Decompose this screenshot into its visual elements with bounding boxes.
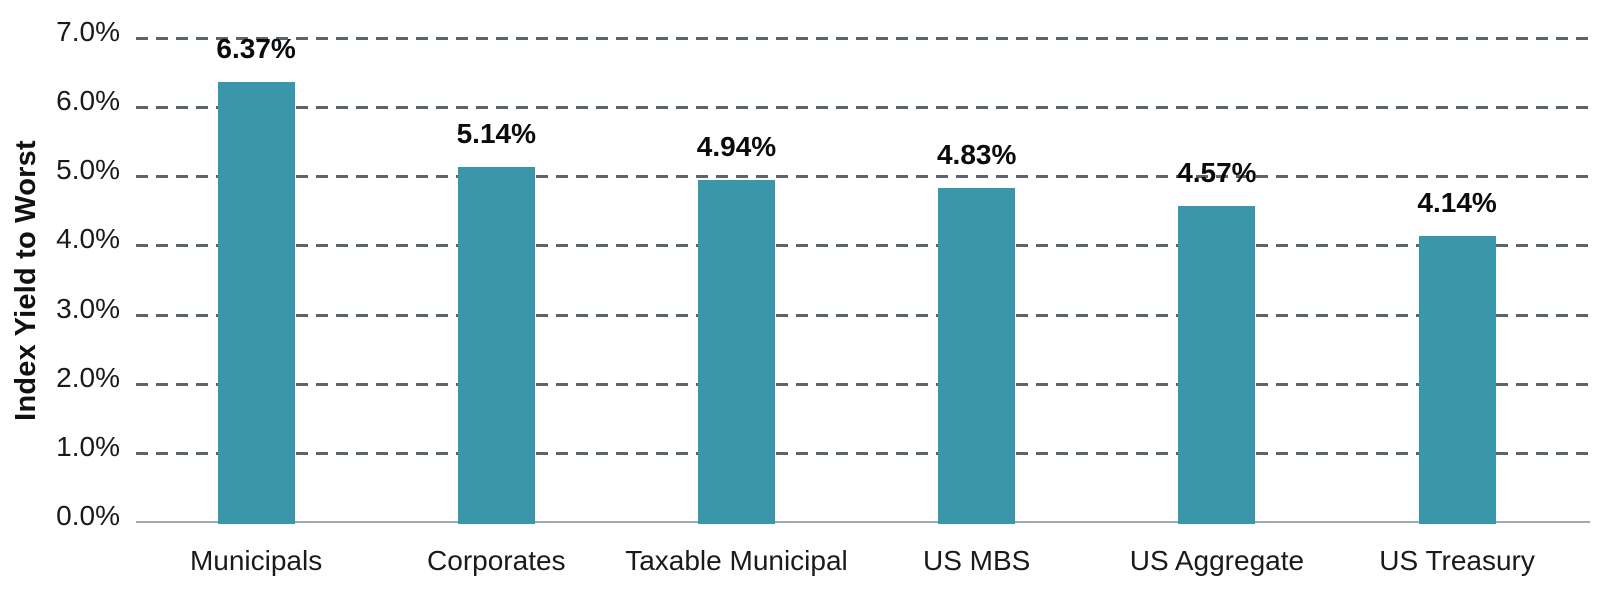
gridline [136, 37, 1590, 40]
x-axis-category-label: Municipals [189, 545, 323, 576]
y-tick-label: 7.0% [56, 16, 120, 47]
gridline [136, 106, 1590, 110]
x-axis-category-label: US Treasury [1379, 545, 1535, 576]
bar-value-label: 4.14% [1417, 186, 1497, 218]
bar-value-label: 4.83% [936, 139, 1017, 171]
bar [698, 180, 775, 524]
bar [457, 166, 535, 524]
y-tick-label: 0.0% [56, 500, 120, 531]
x-axis-category-label: US MBS [923, 545, 1031, 576]
y-tick-label: 4.0% [56, 223, 120, 255]
bar-value-label: 5.14% [456, 117, 536, 149]
bar-value-label: 4.94% [696, 131, 777, 163]
y-tick-label: 6.0% [56, 85, 120, 117]
bar [1178, 206, 1256, 524]
gridline [136, 382, 1590, 386]
x-axis-category-label: Corporates [427, 545, 566, 576]
gridline [136, 175, 1590, 179]
plot-area: 6.37% 5.14% 4.94% 4.83% 4.57% 4.14% [136, 33, 1590, 524]
y-tick-label: 5.0% [56, 154, 120, 186]
y-tick-label: 2.0% [56, 361, 120, 393]
x-axis-category-label: US Aggregate [1129, 545, 1305, 576]
bar-value-label: 4.57% [1177, 157, 1257, 189]
y-tick-label: 3.0% [56, 292, 120, 324]
x-axis-line [136, 521, 1590, 523]
bar [217, 81, 295, 524]
y-tick-label: 1.0% [56, 430, 120, 462]
gridline [136, 451, 1590, 455]
x-axis-category-label: Taxable Municipal [625, 545, 848, 576]
bar-value-label: 6.37% [216, 32, 296, 64]
gridline [136, 313, 1590, 317]
bar [938, 188, 1016, 524]
gridline [136, 244, 1590, 248]
bar [1418, 235, 1496, 524]
